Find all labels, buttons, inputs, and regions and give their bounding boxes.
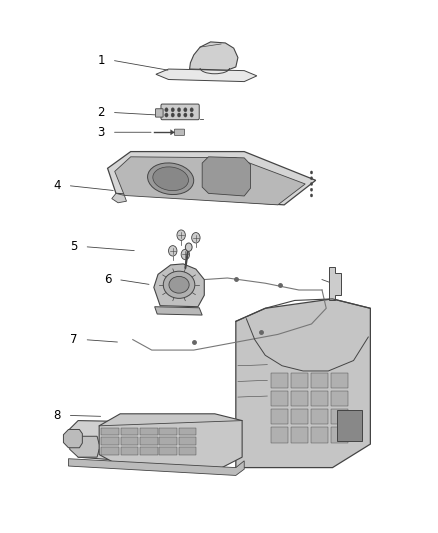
Polygon shape — [155, 306, 202, 315]
Text: 6: 6 — [104, 273, 111, 286]
Circle shape — [310, 182, 313, 185]
FancyBboxPatch shape — [337, 410, 362, 441]
FancyBboxPatch shape — [120, 428, 138, 435]
FancyBboxPatch shape — [311, 391, 328, 406]
Circle shape — [310, 176, 313, 180]
FancyBboxPatch shape — [291, 427, 308, 442]
FancyBboxPatch shape — [101, 428, 119, 435]
FancyBboxPatch shape — [120, 447, 138, 455]
Text: 7: 7 — [70, 333, 78, 346]
Circle shape — [171, 113, 174, 117]
Text: 1: 1 — [98, 54, 105, 67]
Circle shape — [169, 246, 177, 256]
FancyBboxPatch shape — [311, 409, 328, 424]
FancyBboxPatch shape — [161, 104, 199, 120]
Circle shape — [184, 113, 187, 117]
Circle shape — [165, 113, 168, 117]
FancyBboxPatch shape — [140, 428, 158, 435]
Polygon shape — [156, 69, 257, 82]
Circle shape — [181, 249, 190, 260]
FancyBboxPatch shape — [101, 447, 119, 455]
Circle shape — [177, 108, 181, 112]
FancyBboxPatch shape — [120, 438, 138, 445]
Polygon shape — [171, 130, 174, 135]
Polygon shape — [202, 157, 251, 196]
FancyBboxPatch shape — [291, 391, 308, 406]
FancyBboxPatch shape — [140, 438, 158, 445]
Circle shape — [192, 232, 200, 243]
FancyBboxPatch shape — [291, 373, 308, 387]
FancyBboxPatch shape — [331, 373, 348, 387]
FancyBboxPatch shape — [179, 438, 196, 445]
Ellipse shape — [148, 163, 194, 195]
FancyBboxPatch shape — [179, 447, 196, 455]
Polygon shape — [236, 299, 371, 467]
Circle shape — [185, 243, 192, 252]
Polygon shape — [115, 157, 305, 205]
Text: 5: 5 — [70, 240, 78, 253]
FancyBboxPatch shape — [331, 427, 348, 442]
Circle shape — [310, 194, 313, 197]
Text: 2: 2 — [98, 106, 105, 119]
Circle shape — [177, 230, 185, 240]
Polygon shape — [112, 193, 127, 203]
Text: 8: 8 — [53, 409, 61, 422]
FancyBboxPatch shape — [174, 129, 184, 135]
FancyBboxPatch shape — [155, 109, 163, 117]
Circle shape — [310, 188, 313, 191]
FancyBboxPatch shape — [159, 428, 177, 435]
Circle shape — [190, 113, 193, 117]
Polygon shape — [329, 266, 341, 301]
FancyBboxPatch shape — [331, 391, 348, 406]
FancyBboxPatch shape — [311, 427, 328, 442]
Circle shape — [184, 108, 187, 112]
FancyBboxPatch shape — [291, 409, 308, 424]
Polygon shape — [190, 42, 238, 70]
Circle shape — [171, 108, 174, 112]
Polygon shape — [154, 264, 204, 306]
FancyBboxPatch shape — [140, 447, 158, 455]
Text: 3: 3 — [98, 126, 105, 139]
Text: 4: 4 — [53, 179, 61, 192]
FancyBboxPatch shape — [271, 409, 288, 424]
Circle shape — [310, 171, 313, 174]
Circle shape — [177, 113, 181, 117]
Polygon shape — [67, 421, 244, 467]
Ellipse shape — [163, 271, 195, 298]
Polygon shape — [70, 436, 106, 457]
FancyBboxPatch shape — [159, 438, 177, 445]
Ellipse shape — [153, 167, 188, 191]
FancyBboxPatch shape — [271, 391, 288, 406]
FancyBboxPatch shape — [271, 427, 288, 442]
FancyBboxPatch shape — [101, 438, 119, 445]
FancyBboxPatch shape — [159, 447, 177, 455]
Circle shape — [165, 108, 168, 112]
FancyBboxPatch shape — [331, 409, 348, 424]
Polygon shape — [68, 459, 244, 475]
FancyBboxPatch shape — [311, 373, 328, 387]
Polygon shape — [108, 151, 316, 205]
FancyBboxPatch shape — [271, 373, 288, 387]
Circle shape — [190, 108, 193, 112]
Polygon shape — [99, 414, 242, 471]
FancyBboxPatch shape — [179, 428, 196, 435]
Ellipse shape — [169, 277, 189, 293]
Polygon shape — [64, 430, 82, 448]
